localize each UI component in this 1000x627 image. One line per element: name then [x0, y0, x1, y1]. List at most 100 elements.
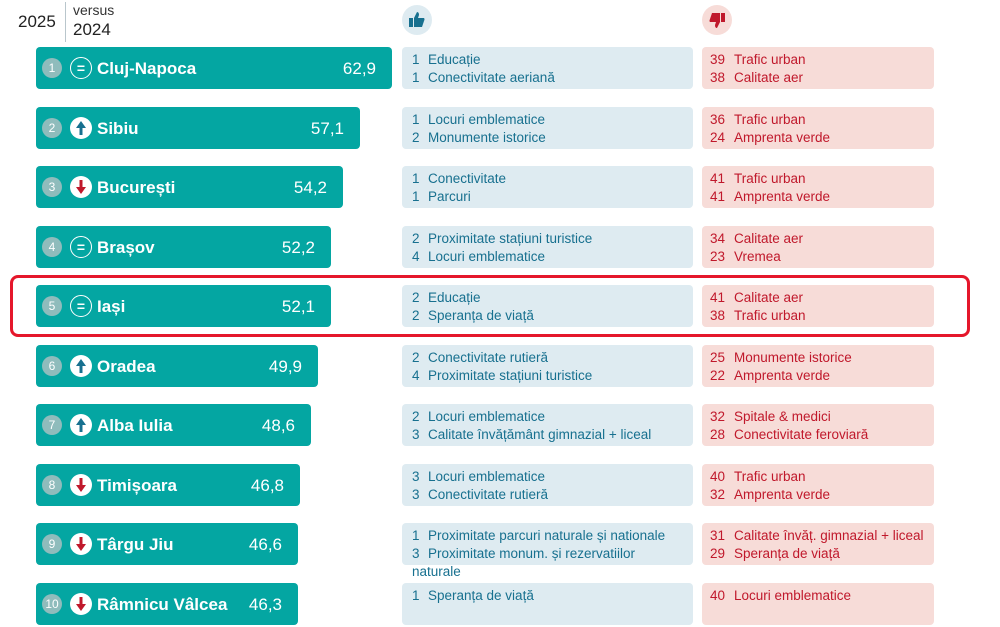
- neg-item: 34 Calitate aer: [710, 231, 804, 246]
- pos-item: 1 Conectivitate aeriană: [412, 70, 555, 85]
- city-score: 52,2: [281, 238, 315, 257]
- neg-item: 25 Monumente istorice: [710, 350, 852, 365]
- ranking-row: 10 Râmnicu Vâlcea 46,3 1 Speranța de viaț…: [0, 583, 1000, 627]
- neg-item: 32 Amprenta verde: [710, 487, 831, 502]
- neg-item: 38 Trafic urban: [710, 308, 806, 323]
- neg-item: 31 Calitate învăț. gimnazial + liceal: [710, 528, 924, 543]
- weaknesses-box: 31 Calitate învăț. gimnazial + liceal 29 Sp…: [702, 523, 934, 565]
- weaknesses-box: 36 Trafic urban 24 Amprenta verde: [702, 107, 934, 149]
- equal-icon: =: [70, 57, 92, 79]
- pos-item: 3 Calitate învățământ gimnazial + liceal: [412, 427, 652, 442]
- strengths-box: 3 Locuri emblematice 3 Conectivitate rutier…: [402, 464, 693, 506]
- rank-badge: 6: [42, 356, 62, 376]
- weaknesses-box: 40 Trafic urban 32 Amprenta verde: [702, 464, 934, 506]
- city-score-bar: 8 Timișoara 46,8: [36, 464, 300, 506]
- city-name: Râmnicu Vâlcea: [97, 595, 228, 614]
- neg-item: 41 Amprenta verde: [710, 189, 831, 204]
- year-current: 2025: [18, 12, 56, 31]
- ranking-row: 7 Alba Iulia 48,6 2 Locuri emblematice 3 Ca…: [0, 404, 1000, 448]
- equal-icon: =: [70, 236, 92, 258]
- pos-item: 1 Proximitate parcuri naturale și nationa…: [412, 528, 666, 543]
- neg-item: 28 Conectivitate feroviară: [710, 427, 869, 442]
- neg-item: 41 Trafic urban: [710, 171, 806, 186]
- city-name: Cluj-Napoca: [97, 59, 197, 78]
- arrow-up-icon: [70, 414, 92, 436]
- pos-item: 2 Speranța de viață: [412, 308, 534, 323]
- pos-item: 1 Educație: [412, 52, 481, 67]
- pos-item: 3 Proximitate monum. și rezervatiilor nat…: [412, 546, 636, 579]
- rank-badge: 3: [42, 177, 62, 197]
- city-score: 46,8: [250, 476, 284, 495]
- city-score-bar: 4 = Brașov 52,2: [36, 226, 331, 268]
- pos-item: 2 Locuri emblematice: [412, 409, 546, 424]
- city-score: 62,9: [342, 59, 376, 78]
- arrow-up-icon: [70, 355, 92, 377]
- weaknesses-box: 34 Calitate aer 23 Vremea: [702, 226, 934, 268]
- equal-icon: =: [70, 295, 92, 317]
- city-score: 48,6: [261, 416, 295, 435]
- weaknesses-box: 39 Trafic urban 38 Calitate aer: [702, 47, 934, 89]
- rank-badge: 4: [42, 237, 62, 257]
- city-score-bar: 2 Sibiu 57,1: [36, 107, 360, 149]
- weaknesses-box: 32 Spitale & medici 28 Conectivitate ferovi…: [702, 404, 934, 446]
- header-divider: [65, 2, 66, 42]
- city-name: Iași: [97, 297, 126, 316]
- ranking-row: 6 Oradea 49,9 2 Conectivitate rutieră 4 Pro…: [0, 345, 1000, 389]
- neg-item: 29 Speranța de viață: [710, 546, 840, 561]
- city-score: 46,3: [248, 595, 282, 614]
- city-score-bar: 3 București 54,2: [36, 166, 343, 208]
- ranking-row: 9 Târgu Jiu 46,6 1 Proximitate parcuri na…: [0, 523, 1000, 579]
- rank-badge: 2: [42, 118, 62, 138]
- highlight-box-iasi: [10, 275, 970, 337]
- pos-item: 3 Conectivitate rutieră: [412, 487, 549, 502]
- weaknesses-box: 40 Locuri emblematice: [702, 583, 934, 625]
- city-name: Alba Iulia: [97, 416, 173, 435]
- pos-item: 2 Proximitate stațiuni turistice: [412, 231, 593, 246]
- versus-label: versus: [73, 2, 115, 18]
- neg-item: 22 Amprenta verde: [710, 368, 831, 383]
- year-previous: 2024: [73, 20, 111, 39]
- neg-item: 36 Trafic urban: [710, 112, 806, 127]
- arrow-down-icon: [70, 474, 92, 496]
- ranking-row: 2 Sibiu 57,1 1 Locuri emblematice 2 Monumen…: [0, 107, 1000, 151]
- neg-item: 23 Vremea: [710, 249, 781, 264]
- city-name: Brașov: [97, 238, 155, 257]
- ranking-row: 4 = Brașov 52,2 2 Proximitate stațiuni tur…: [0, 226, 1000, 270]
- neg-item: 32 Spitale & medici: [710, 409, 831, 424]
- city-name: Oradea: [97, 357, 156, 376]
- rank-badge: 1: [42, 58, 62, 78]
- arrow-down-icon: [70, 533, 92, 555]
- pos-item: 4 Locuri emblematice: [412, 249, 546, 264]
- strengths-box: 1 Educație 1 Conectivitate aeriană: [402, 47, 693, 89]
- rank-badge: 10: [42, 594, 62, 614]
- city-score: 46,6: [248, 535, 282, 554]
- city-score: 57,1: [310, 119, 344, 138]
- weaknesses-box: 41 Calitate aer 38 Trafic urban: [702, 285, 934, 327]
- strengths-box: 1 Proximitate parcuri naturale și nationa…: [402, 523, 693, 579]
- city-score: 52,1: [281, 297, 315, 316]
- city-score: 49,9: [268, 357, 302, 376]
- pos-item: 1 Locuri emblematice: [412, 112, 546, 127]
- pos-item: 2 Conectivitate rutieră: [412, 350, 549, 365]
- arrow-up-icon: [70, 117, 92, 139]
- strengths-box: 1 Conectivitate 1 Parcuri: [402, 166, 693, 208]
- ranking-row: 8 Timișoara 46,8 3 Locuri emblematice 3 Con…: [0, 464, 1000, 508]
- pos-item: 1 Conectivitate: [412, 171, 507, 186]
- neg-item: 39 Trafic urban: [710, 52, 806, 67]
- rank-badge: 8: [42, 475, 62, 495]
- city-score-bar: 6 Oradea 49,9: [36, 345, 318, 387]
- city-score-bar: 5 = Iași 52,1: [36, 285, 331, 327]
- weaknesses-box: 25 Monumente istorice 22 Amprenta verde: [702, 345, 934, 387]
- arrow-down-icon: [70, 593, 92, 615]
- city-name: Sibiu: [97, 119, 139, 138]
- strengths-box: 1 Locuri emblematice 2 Monumente istorice: [402, 107, 693, 149]
- pos-item: 4 Proximitate stațiuni turistice: [412, 368, 593, 383]
- neg-item: 40 Trafic urban: [710, 469, 806, 484]
- city-name: Timișoara: [97, 476, 178, 495]
- neg-item: 41 Calitate aer: [710, 290, 804, 305]
- neg-item: 24 Amprenta verde: [710, 130, 831, 145]
- strengths-box: 1 Speranța de viață: [402, 583, 693, 625]
- city-score-bar: 7 Alba Iulia 48,6: [36, 404, 311, 446]
- pos-item: 3 Locuri emblematice: [412, 469, 546, 484]
- city-score-bar: 1 = Cluj-Napoca 62,9: [36, 47, 392, 89]
